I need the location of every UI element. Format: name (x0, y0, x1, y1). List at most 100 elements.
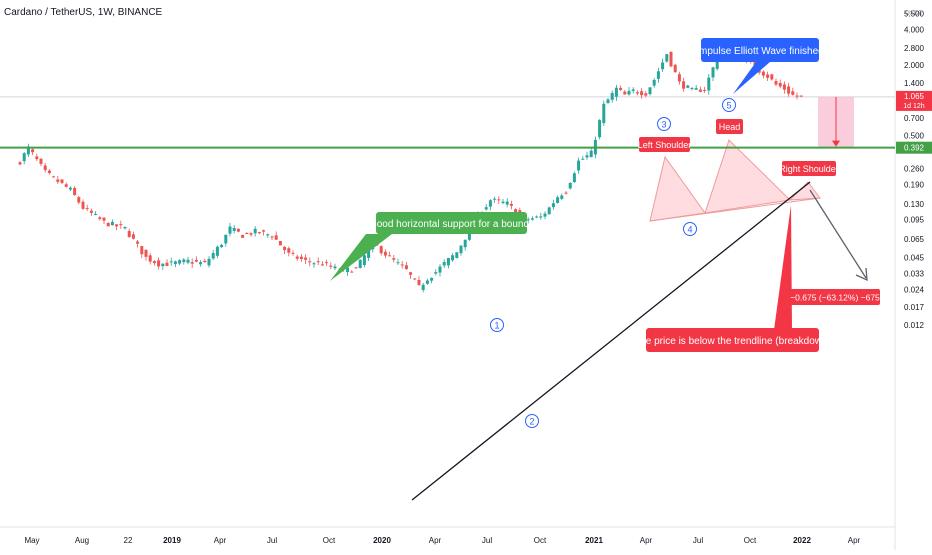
candle[interactable] (22, 151, 26, 165)
candle[interactable] (446, 257, 450, 269)
candle[interactable] (308, 257, 312, 267)
candle[interactable] (795, 92, 799, 100)
candle[interactable] (136, 239, 140, 248)
candle[interactable] (320, 261, 324, 266)
candle[interactable] (698, 86, 702, 93)
candle[interactable] (585, 151, 589, 160)
candle[interactable] (686, 84, 690, 88)
candle[interactable] (304, 254, 308, 264)
candle[interactable] (173, 260, 177, 268)
candle[interactable] (673, 63, 677, 73)
candle[interactable] (610, 90, 614, 103)
candle[interactable] (631, 87, 635, 94)
candle[interactable] (165, 259, 169, 267)
candle[interactable] (669, 51, 673, 68)
candle[interactable] (127, 228, 131, 238)
candle[interactable] (18, 161, 22, 166)
wave-3-marker[interactable]: 3 (657, 117, 671, 131)
candle[interactable] (39, 158, 43, 167)
candle[interactable] (236, 228, 240, 233)
candle[interactable] (85, 204, 89, 211)
candle[interactable] (295, 254, 299, 261)
candle[interactable] (262, 229, 266, 236)
candle[interactable] (140, 246, 144, 259)
candle[interactable] (123, 226, 127, 230)
candle[interactable] (501, 198, 505, 205)
candle[interactable] (232, 224, 236, 234)
candle[interactable] (568, 181, 572, 190)
candle[interactable] (354, 266, 358, 269)
candle[interactable] (413, 278, 417, 281)
candle[interactable] (560, 193, 564, 201)
candle[interactable] (619, 85, 623, 91)
candle[interactable] (89, 208, 93, 216)
candle[interactable] (539, 212, 543, 220)
candle[interactable] (774, 78, 778, 87)
candle[interactable] (526, 217, 530, 224)
candle[interactable] (598, 119, 602, 140)
candle[interactable] (400, 261, 404, 269)
candle[interactable] (421, 282, 425, 293)
candle[interactable] (640, 88, 644, 99)
candle[interactable] (463, 239, 467, 251)
candle[interactable] (115, 223, 119, 231)
candle[interactable] (484, 203, 488, 211)
candle[interactable] (291, 250, 295, 256)
candle[interactable] (547, 206, 551, 215)
candle[interactable] (388, 251, 392, 257)
candle[interactable] (623, 89, 627, 95)
candle[interactable] (325, 259, 329, 266)
candle[interactable] (404, 261, 408, 270)
candle[interactable] (169, 257, 173, 266)
candle[interactable] (329, 262, 333, 270)
candle[interactable] (178, 259, 182, 266)
candle[interactable] (665, 53, 669, 63)
candle[interactable] (73, 185, 77, 196)
candle[interactable] (274, 231, 278, 240)
candle[interactable] (299, 254, 303, 262)
candle[interactable] (203, 258, 207, 263)
candle[interactable] (98, 216, 102, 221)
wave-5-marker[interactable]: 5 (722, 98, 736, 112)
candle[interactable] (52, 175, 56, 178)
candle[interactable] (572, 171, 576, 183)
support-callout[interactable] (376, 212, 527, 234)
elliott-callout[interactable] (701, 38, 819, 62)
candle[interactable] (392, 255, 396, 263)
candle[interactable] (316, 257, 320, 266)
candle[interactable] (350, 270, 354, 273)
candle[interactable] (312, 261, 316, 268)
candle[interactable] (278, 240, 282, 246)
candle[interactable] (799, 95, 803, 97)
candle[interactable] (442, 259, 446, 269)
candle[interactable] (81, 199, 85, 210)
candle[interactable] (606, 98, 610, 104)
candle[interactable] (409, 271, 413, 279)
candle[interactable] (106, 222, 110, 227)
candle[interactable] (148, 253, 152, 265)
candle[interactable] (396, 258, 400, 265)
breakdown-callout[interactable] (646, 328, 819, 352)
candle[interactable] (770, 73, 774, 81)
wave-2-marker[interactable]: 2 (525, 414, 539, 428)
candle[interactable] (682, 77, 686, 92)
candle[interactable] (379, 245, 383, 256)
candle[interactable] (199, 260, 203, 267)
left-shoulder-label[interactable] (639, 137, 690, 152)
candle[interactable] (766, 71, 770, 81)
candle[interactable] (182, 258, 186, 265)
candle[interactable] (505, 198, 509, 208)
candle[interactable] (707, 73, 711, 95)
candle[interactable] (245, 232, 249, 235)
candle[interactable] (627, 87, 631, 96)
candle[interactable] (425, 278, 429, 285)
candle[interactable] (211, 249, 215, 260)
wave-1-marker[interactable]: 1 (490, 318, 504, 332)
candle[interactable] (266, 233, 270, 238)
candle[interactable] (497, 196, 501, 205)
candle[interactable] (283, 245, 287, 255)
candle[interactable] (438, 264, 442, 277)
candle[interactable] (648, 87, 652, 96)
